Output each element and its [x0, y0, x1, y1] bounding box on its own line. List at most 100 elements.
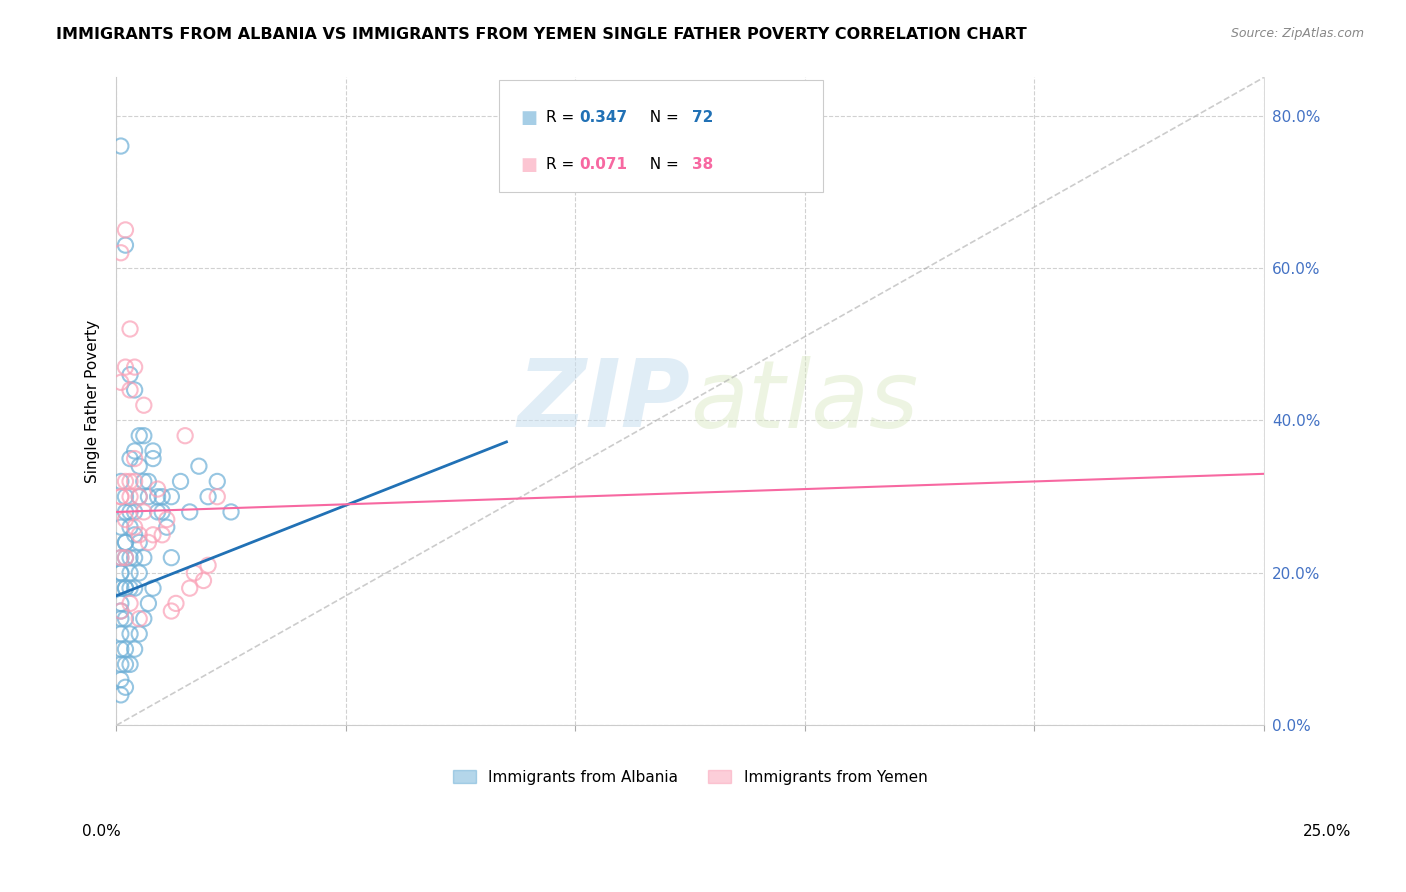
Point — [110, 376, 132, 390]
Point — [138, 475, 160, 489]
Text: N =: N = — [640, 157, 683, 172]
Point — [142, 444, 165, 458]
Point — [110, 475, 132, 489]
Point — [207, 475, 229, 489]
Point — [138, 596, 160, 610]
Point — [118, 368, 141, 382]
Point — [146, 505, 169, 519]
Point — [138, 535, 160, 549]
Point — [114, 505, 136, 519]
Point — [219, 505, 242, 519]
Text: ■: ■ — [520, 109, 537, 127]
Point — [110, 612, 132, 626]
Text: N =: N = — [640, 110, 683, 125]
Point — [110, 627, 132, 641]
Point — [110, 604, 132, 618]
Text: 25.0%: 25.0% — [1303, 824, 1351, 838]
Point — [110, 604, 132, 618]
Point — [207, 490, 229, 504]
Text: 0.347: 0.347 — [579, 110, 627, 125]
Text: IMMIGRANTS FROM ALBANIA VS IMMIGRANTS FROM YEMEN SINGLE FATHER POVERTY CORRELATI: IMMIGRANTS FROM ALBANIA VS IMMIGRANTS FR… — [56, 27, 1026, 42]
Point — [114, 550, 136, 565]
Point — [118, 322, 141, 336]
Point — [197, 490, 219, 504]
Point — [128, 490, 150, 504]
Point — [124, 528, 146, 542]
Point — [128, 627, 150, 641]
Point — [128, 535, 150, 549]
Point — [142, 581, 165, 595]
Point — [124, 520, 146, 534]
Point — [114, 680, 136, 694]
Point — [110, 657, 132, 672]
Point — [160, 550, 183, 565]
Point — [118, 505, 141, 519]
Y-axis label: Single Father Poverty: Single Father Poverty — [86, 320, 100, 483]
Point — [156, 512, 179, 526]
Point — [124, 642, 146, 657]
Point — [150, 490, 173, 504]
Point — [193, 574, 215, 588]
Text: R =: R = — [546, 157, 579, 172]
Point — [128, 459, 150, 474]
Point — [124, 475, 146, 489]
Point — [114, 360, 136, 375]
Point — [114, 490, 136, 504]
Text: 72: 72 — [692, 110, 713, 125]
Point — [118, 383, 141, 397]
Point — [110, 688, 132, 702]
Text: atlas: atlas — [690, 356, 918, 447]
Point — [110, 673, 132, 687]
Point — [124, 444, 146, 458]
Point — [110, 566, 132, 580]
Point — [110, 520, 132, 534]
Point — [128, 566, 150, 580]
Point — [110, 490, 132, 504]
Point — [128, 612, 150, 626]
Point — [118, 451, 141, 466]
Point — [132, 428, 155, 442]
Point — [146, 482, 169, 496]
Point — [160, 490, 183, 504]
Point — [118, 550, 141, 565]
Point — [118, 657, 141, 672]
Text: ZIP: ZIP — [517, 355, 690, 448]
Point — [110, 596, 132, 610]
Point — [132, 398, 155, 412]
Point — [114, 223, 136, 237]
Point — [110, 642, 132, 657]
Point — [146, 490, 169, 504]
Point — [114, 581, 136, 595]
Point — [132, 612, 155, 626]
Point — [160, 604, 183, 618]
Point — [169, 475, 191, 489]
Point — [132, 505, 155, 519]
Point — [124, 505, 146, 519]
Point — [114, 657, 136, 672]
Point — [114, 550, 136, 565]
Point — [114, 612, 136, 626]
Point — [114, 512, 136, 526]
Point — [124, 383, 146, 397]
Legend: Immigrants from Albania, Immigrants from Yemen: Immigrants from Albania, Immigrants from… — [446, 762, 935, 792]
Point — [118, 581, 141, 595]
Point — [138, 490, 160, 504]
Point — [114, 535, 136, 549]
Point — [110, 566, 132, 580]
Text: R =: R = — [546, 110, 579, 125]
Point — [110, 245, 132, 260]
Point — [142, 451, 165, 466]
Point — [110, 139, 132, 153]
Point — [124, 581, 146, 595]
Point — [179, 581, 201, 595]
Point — [142, 528, 165, 542]
Point — [118, 627, 141, 641]
Point — [150, 528, 173, 542]
Text: 0.0%: 0.0% — [82, 824, 121, 838]
Point — [174, 428, 197, 442]
Point — [132, 550, 155, 565]
Point — [114, 238, 136, 252]
Point — [114, 535, 136, 549]
Text: Source: ZipAtlas.com: Source: ZipAtlas.com — [1230, 27, 1364, 40]
Point — [110, 490, 132, 504]
